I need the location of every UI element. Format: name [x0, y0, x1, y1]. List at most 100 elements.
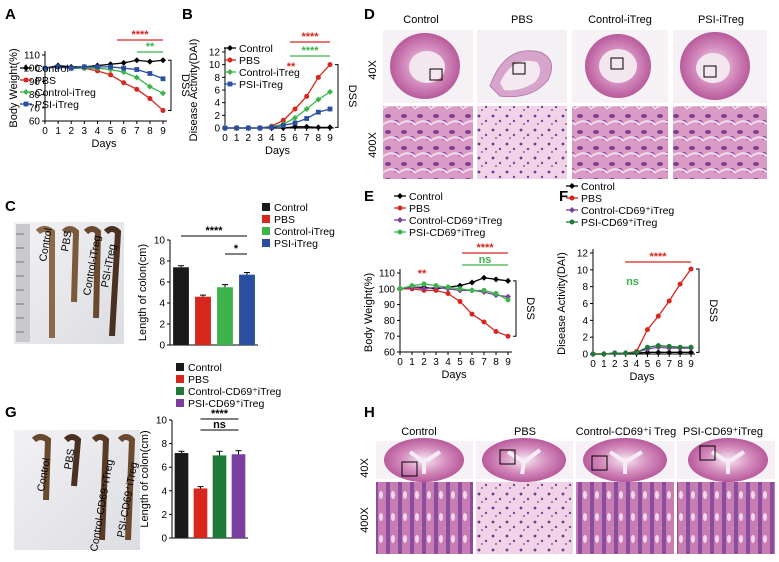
chart-e-legend-marker: [397, 205, 403, 211]
chart-f-point: [688, 266, 694, 272]
histology-d-40x-psi-itreg: [673, 30, 767, 103]
chart-f-legend-marker: [569, 195, 575, 201]
chart-e-x-tick-label: 1: [409, 357, 415, 368]
chart-b-point: [327, 124, 333, 131]
chart-g-legend-swatch: [176, 399, 184, 407]
chart-b-legend-label: PBS: [239, 55, 260, 67]
chart-c-legend-swatch: [262, 215, 270, 223]
chart-g-y-tick-label: 6: [161, 463, 167, 474]
chart-f-point: [644, 344, 650, 350]
chart-a-point: [146, 83, 153, 90]
histology-h-40x-pbs: [476, 438, 573, 482]
chart-b-x-tick-label: 8: [316, 133, 322, 144]
chart-b-x-tick-label: 3: [257, 133, 263, 144]
chart-a-legend-label: Control: [35, 63, 69, 75]
chart-c-y-label: Length of colon(cm): [137, 244, 149, 341]
chart-g-legend-label: Control: [188, 362, 222, 374]
chart-c-y-tick-label: 2: [159, 320, 165, 331]
chart-a-legend-marker: [23, 101, 29, 107]
chart-a-point: [81, 64, 87, 70]
chart-a-point: [121, 80, 127, 86]
chart-e-point: [493, 276, 499, 283]
chart-b-point: [222, 125, 228, 131]
chart-e-sig-label: ****: [476, 242, 494, 254]
chart-f-x-label: Days: [629, 371, 655, 383]
photo-c-label-control: Control: [37, 227, 55, 262]
histology-d-row-40x: 40X: [367, 60, 379, 80]
chart-g-legend-swatch: [176, 387, 184, 395]
chart-a-point: [147, 71, 153, 76]
chart-f-legend-label: Control: [581, 181, 615, 193]
panel-label-b: B: [182, 6, 193, 23]
chart-e-dss-bracket: [513, 280, 517, 337]
chart-c-bar: [195, 296, 211, 345]
histology-d-400x-pbs: [477, 106, 567, 179]
chart-a-x-tick-label: 4: [95, 126, 101, 137]
chart-b-x-tick-label: 0: [222, 133, 228, 144]
chart-b-point: [327, 88, 333, 95]
chart-e-point: [493, 291, 499, 297]
chart-g-y-tick-label: 8: [161, 439, 167, 450]
chart-f-dss-label: DSS: [707, 299, 719, 322]
chart-f-point: [601, 351, 607, 357]
chart-a-x-tick-label: 2: [68, 126, 74, 137]
histology-h-40x-psi-cd69: [677, 438, 775, 482]
chart-a-y-tick-label: 100: [23, 64, 40, 75]
chart-a-point: [160, 107, 166, 113]
chart-f-y-tick-label: 8: [582, 282, 588, 293]
chart-e-x-tick-label: 5: [457, 357, 463, 368]
chart-b-y-tick-label: 10: [209, 60, 221, 71]
histology-h-col-pbs: PBS: [514, 426, 536, 438]
chart-a-y-label: Body Weight(%): [8, 48, 20, 127]
chart-f-legend-marker: [569, 183, 575, 189]
chart-e-point: [469, 287, 475, 293]
chart-b-x-tick-label: 7: [304, 133, 310, 144]
chart-b-y-tick-label: 2: [214, 111, 220, 122]
chart-e-x-tick-label: 8: [493, 357, 499, 368]
chart-f-x-tick-label: 0: [590, 359, 596, 370]
chart-b-dss-label: DSS: [346, 85, 358, 108]
chart-c-y-tick-label: 6: [159, 278, 165, 289]
histology-h-400x-control-cd69: [576, 482, 674, 554]
chart-e-series-line: [399, 286, 509, 298]
chart-a-body-weight: 0 1 2 3 4 5 6 7 8 9 60 70 80 90 100 110 Days Body Weight(…: [8, 29, 191, 150]
chart-a-point: [147, 96, 153, 102]
histology-h-col-control-cd69: Control-CD69⁺i Treg: [576, 426, 677, 438]
chart-e-x-tick-label: 9: [505, 357, 511, 368]
chart-e-y-tick-label: 100: [378, 284, 395, 295]
chart-a-x-tick-label: 9: [160, 126, 166, 137]
photo-c-label-pbs: PBS: [59, 230, 74, 253]
chart-e-series-line: [399, 277, 509, 290]
histology-grid-h: Control PBS Control-CD69⁺i Treg PSI-CD69…: [359, 426, 775, 554]
chart-f-legend-marker: [569, 219, 575, 225]
chart-b-point: [292, 106, 298, 112]
chart-e-point: [397, 286, 403, 292]
chart-f-legend-marker: [569, 207, 575, 213]
chart-b-legend-label: PSI-iTreg: [239, 79, 283, 91]
chart-e-point: [469, 279, 475, 286]
chart-f-x-tick-label: 4: [634, 359, 640, 370]
chart-e-legend-label: Control-CD69⁺iTreg: [409, 215, 502, 227]
chart-c-y-tick-label: 4: [159, 299, 165, 310]
histology-h-40x-control-cd69: [576, 438, 674, 482]
chart-f-point: [655, 313, 661, 319]
chart-c-sig-label: *: [234, 243, 239, 255]
chart-g-bar: [212, 455, 227, 538]
chart-e-point: [445, 291, 451, 297]
chart-g-y-tick-label: 2: [161, 510, 167, 521]
chart-f-x-tick-label: 3: [623, 359, 629, 370]
chart-e-sig-label: **: [418, 268, 427, 280]
panel-label-a: A: [5, 6, 16, 23]
chart-c-legend-swatch: [262, 203, 270, 211]
chart-b-legend-marker: [227, 81, 233, 87]
histology-h-400x-psi-cd69: [677, 482, 775, 554]
chart-g-legend-label: Control-CD69⁺iTreg: [188, 386, 281, 398]
chart-g-sig-label: ****: [211, 408, 229, 420]
chart-e-y-tick-label: 90: [384, 300, 396, 311]
histology-h-400x-pbs: [476, 482, 573, 554]
chart-b-legend-marker: [227, 45, 233, 51]
chart-b-point: [257, 125, 263, 131]
chart-f-series-line: [593, 344, 691, 355]
chart-a-point: [134, 86, 140, 92]
